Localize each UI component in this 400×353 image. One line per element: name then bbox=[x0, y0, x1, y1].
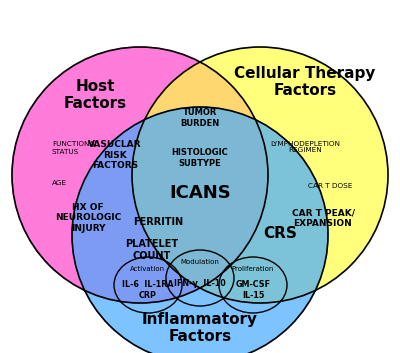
Text: VASUCLAR
RISK
FACTORS: VASUCLAR RISK FACTORS bbox=[88, 140, 142, 170]
Text: PLATELET
COUNT: PLATELET COUNT bbox=[126, 239, 178, 261]
Text: IL-6  IL-1RA
CRP: IL-6 IL-1RA CRP bbox=[122, 280, 174, 300]
Text: TUMOR
BURDEN: TUMOR BURDEN bbox=[180, 108, 220, 128]
Text: GM-CSF
IL-15: GM-CSF IL-15 bbox=[236, 280, 270, 300]
Ellipse shape bbox=[72, 107, 328, 353]
Text: AGE: AGE bbox=[52, 180, 67, 186]
Text: FUNCTIONAL
STATUS: FUNCTIONAL STATUS bbox=[52, 142, 98, 155]
Text: IFN-γ  IL-10: IFN-γ IL-10 bbox=[174, 280, 226, 288]
Text: Inflammatory
Factors: Inflammatory Factors bbox=[142, 312, 258, 344]
Text: CAR T PEAK/
EXPANSION: CAR T PEAK/ EXPANSION bbox=[292, 208, 354, 228]
Text: ICANS: ICANS bbox=[169, 184, 231, 202]
Text: CAR T DOSE: CAR T DOSE bbox=[308, 183, 352, 189]
Text: Cellular Therapy
Factors: Cellular Therapy Factors bbox=[234, 66, 376, 98]
Text: CRS: CRS bbox=[263, 226, 297, 240]
Ellipse shape bbox=[12, 47, 268, 303]
Ellipse shape bbox=[132, 47, 388, 303]
Text: HX OF
NEUROLOGIC
INJURY: HX OF NEUROLOGIC INJURY bbox=[55, 203, 121, 233]
Text: FERRITIN: FERRITIN bbox=[133, 217, 183, 227]
Text: HISTOLOGIC
SUBTYPE: HISTOLOGIC SUBTYPE bbox=[172, 148, 228, 168]
Text: Proliferation: Proliferation bbox=[232, 266, 274, 272]
Text: LYMPHODEPLETION
REGIMEN: LYMPHODEPLETION REGIMEN bbox=[270, 140, 340, 154]
Text: Activation: Activation bbox=[130, 266, 166, 272]
Text: Modulation: Modulation bbox=[180, 259, 220, 265]
Text: Host
Factors: Host Factors bbox=[64, 79, 126, 111]
